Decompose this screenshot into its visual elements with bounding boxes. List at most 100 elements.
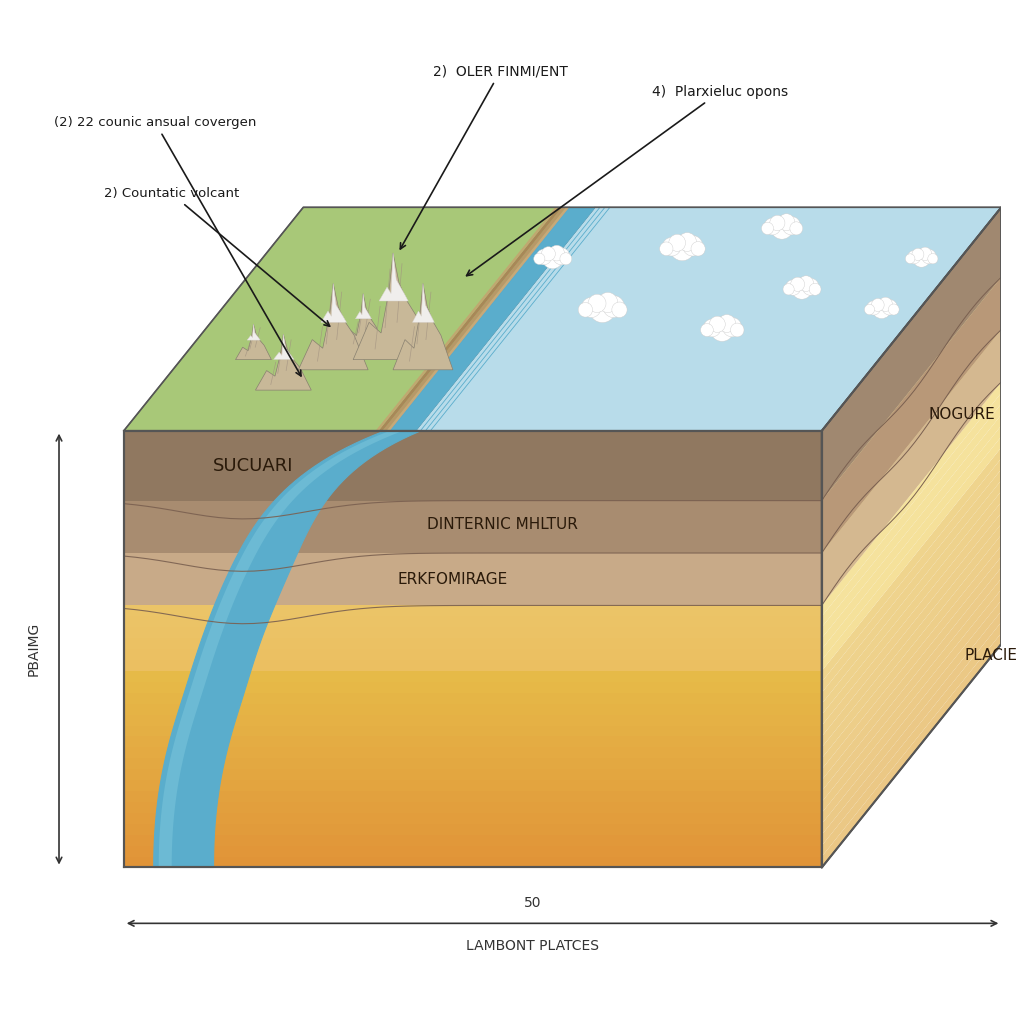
Polygon shape [822, 459, 1001, 693]
Polygon shape [124, 595, 822, 605]
Circle shape [922, 249, 936, 264]
Text: 2) Countatic volcant: 2) Countatic volcant [103, 187, 330, 327]
Text: PLACIE: PLACIE [965, 648, 1018, 663]
Polygon shape [822, 382, 1001, 616]
Polygon shape [355, 294, 372, 318]
Polygon shape [822, 218, 1001, 453]
Text: 4)  Plarxieluc opons: 4) Plarxieluc opons [467, 85, 788, 275]
Circle shape [770, 216, 794, 240]
Polygon shape [255, 334, 311, 390]
Circle shape [588, 294, 606, 312]
Circle shape [785, 280, 801, 295]
Polygon shape [822, 207, 1001, 501]
Circle shape [782, 216, 801, 234]
Circle shape [669, 234, 685, 251]
Polygon shape [124, 780, 822, 792]
Polygon shape [822, 305, 1001, 540]
Circle shape [907, 251, 921, 264]
Circle shape [879, 297, 893, 311]
Polygon shape [124, 431, 822, 501]
Polygon shape [822, 546, 1001, 780]
Polygon shape [124, 441, 822, 453]
Circle shape [864, 304, 874, 314]
Polygon shape [124, 464, 822, 474]
Circle shape [603, 296, 625, 317]
Circle shape [598, 293, 617, 312]
Circle shape [802, 279, 819, 295]
Polygon shape [822, 338, 1001, 572]
Circle shape [579, 302, 593, 317]
Polygon shape [822, 207, 1001, 441]
Circle shape [560, 253, 571, 265]
Polygon shape [822, 633, 1001, 867]
Polygon shape [822, 611, 1001, 846]
Polygon shape [124, 792, 822, 802]
Polygon shape [822, 579, 1001, 813]
Polygon shape [236, 325, 271, 359]
Text: (2) 22 counic ansual covergen: (2) 22 counic ansual covergen [54, 116, 301, 376]
Polygon shape [379, 207, 562, 431]
Polygon shape [273, 334, 294, 359]
Polygon shape [124, 529, 822, 540]
Circle shape [778, 214, 795, 230]
Polygon shape [822, 240, 1001, 474]
Polygon shape [124, 660, 822, 671]
Polygon shape [124, 474, 822, 485]
Polygon shape [124, 431, 822, 441]
Polygon shape [822, 480, 1001, 715]
Polygon shape [124, 584, 822, 595]
Circle shape [678, 232, 696, 251]
Polygon shape [822, 262, 1001, 497]
Polygon shape [822, 360, 1001, 595]
Polygon shape [124, 693, 822, 703]
Polygon shape [393, 284, 453, 370]
Polygon shape [386, 207, 570, 431]
Polygon shape [124, 802, 822, 813]
Polygon shape [822, 316, 1001, 551]
Polygon shape [390, 207, 595, 431]
Polygon shape [124, 835, 822, 846]
Polygon shape [822, 469, 1001, 703]
Polygon shape [822, 513, 1001, 748]
Polygon shape [822, 371, 1001, 605]
Circle shape [710, 317, 734, 341]
Circle shape [723, 317, 741, 337]
Polygon shape [822, 502, 1001, 736]
Circle shape [919, 247, 932, 260]
Circle shape [764, 218, 780, 234]
Polygon shape [159, 431, 403, 867]
Polygon shape [124, 824, 822, 835]
Polygon shape [124, 726, 822, 736]
Circle shape [710, 316, 725, 333]
Polygon shape [822, 278, 1001, 553]
Circle shape [799, 275, 814, 292]
Polygon shape [124, 501, 822, 553]
Circle shape [888, 304, 899, 315]
Text: LAMBONT PLATCES: LAMBONT PLATCES [466, 939, 599, 952]
Polygon shape [124, 682, 822, 693]
Text: DINTERNIC MHLTUR: DINTERNIC MHLTUR [427, 517, 579, 532]
Polygon shape [822, 557, 1001, 792]
Circle shape [791, 278, 805, 292]
Polygon shape [124, 703, 822, 715]
Polygon shape [124, 638, 822, 649]
Polygon shape [124, 507, 822, 518]
Text: SUCUARI: SUCUARI [213, 457, 294, 475]
Polygon shape [822, 600, 1001, 835]
Circle shape [882, 299, 897, 315]
Polygon shape [822, 436, 1001, 671]
Polygon shape [124, 628, 822, 638]
Polygon shape [124, 540, 822, 551]
Circle shape [762, 222, 773, 234]
Polygon shape [124, 748, 822, 759]
Polygon shape [822, 330, 1001, 605]
Circle shape [871, 298, 884, 311]
Polygon shape [124, 715, 822, 726]
Circle shape [905, 254, 914, 263]
Text: 2)  OLER FINMI/ENT: 2) OLER FINMI/ENT [400, 65, 567, 249]
Polygon shape [822, 393, 1001, 628]
Circle shape [718, 314, 735, 333]
Text: PBAIMG: PBAIMG [27, 622, 41, 676]
Polygon shape [822, 349, 1001, 584]
Polygon shape [124, 562, 822, 572]
